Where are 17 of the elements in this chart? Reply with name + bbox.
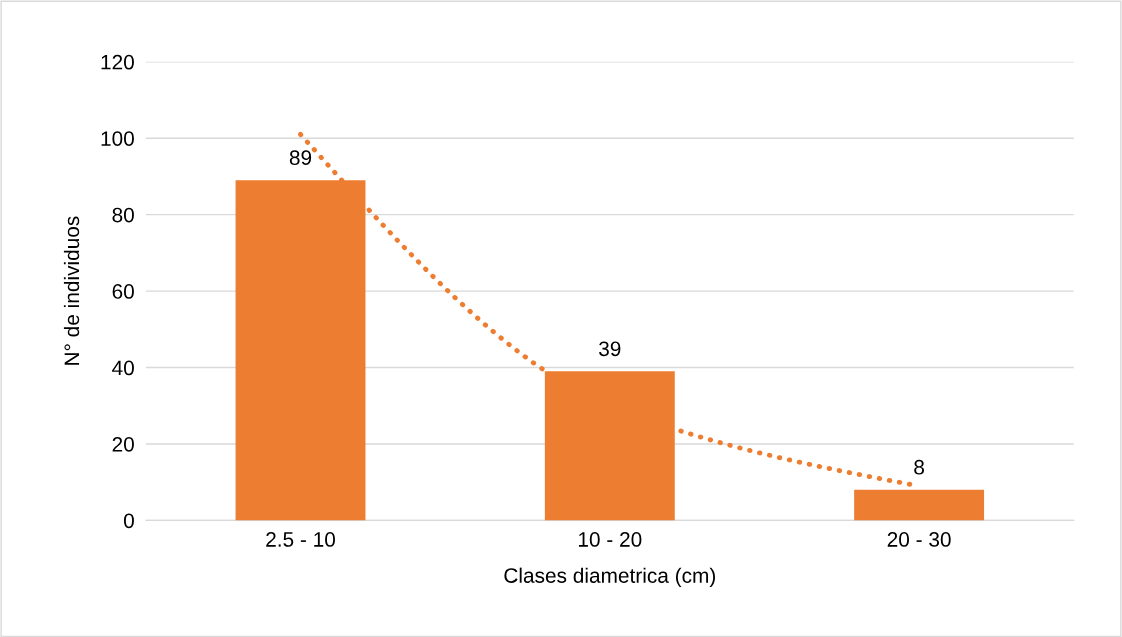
x-axis-title: Clases diametrica (cm) (504, 567, 716, 588)
data-label: 8 (914, 459, 924, 475)
y-tick-label: 40 (112, 360, 134, 376)
x-tick-label: 10 - 20 (578, 532, 642, 547)
y-tick-label: 0 (123, 513, 134, 529)
y-axis-title: N° de individuos (63, 216, 80, 365)
data-label: 39 (599, 341, 621, 357)
bar (544, 371, 675, 521)
y-tick-label: 20 (112, 436, 134, 452)
x-tick-label: 20 - 30 (887, 532, 951, 547)
bar (854, 489, 985, 521)
y-tick-label: 100 (101, 131, 134, 146)
x-tick-label: 2.5 - 10 (266, 532, 336, 547)
y-tick-label: 80 (112, 207, 134, 223)
y-tick-label: 120 (101, 54, 134, 70)
y-tick-label: 60 (112, 284, 134, 299)
data-label: 89 (289, 150, 312, 166)
